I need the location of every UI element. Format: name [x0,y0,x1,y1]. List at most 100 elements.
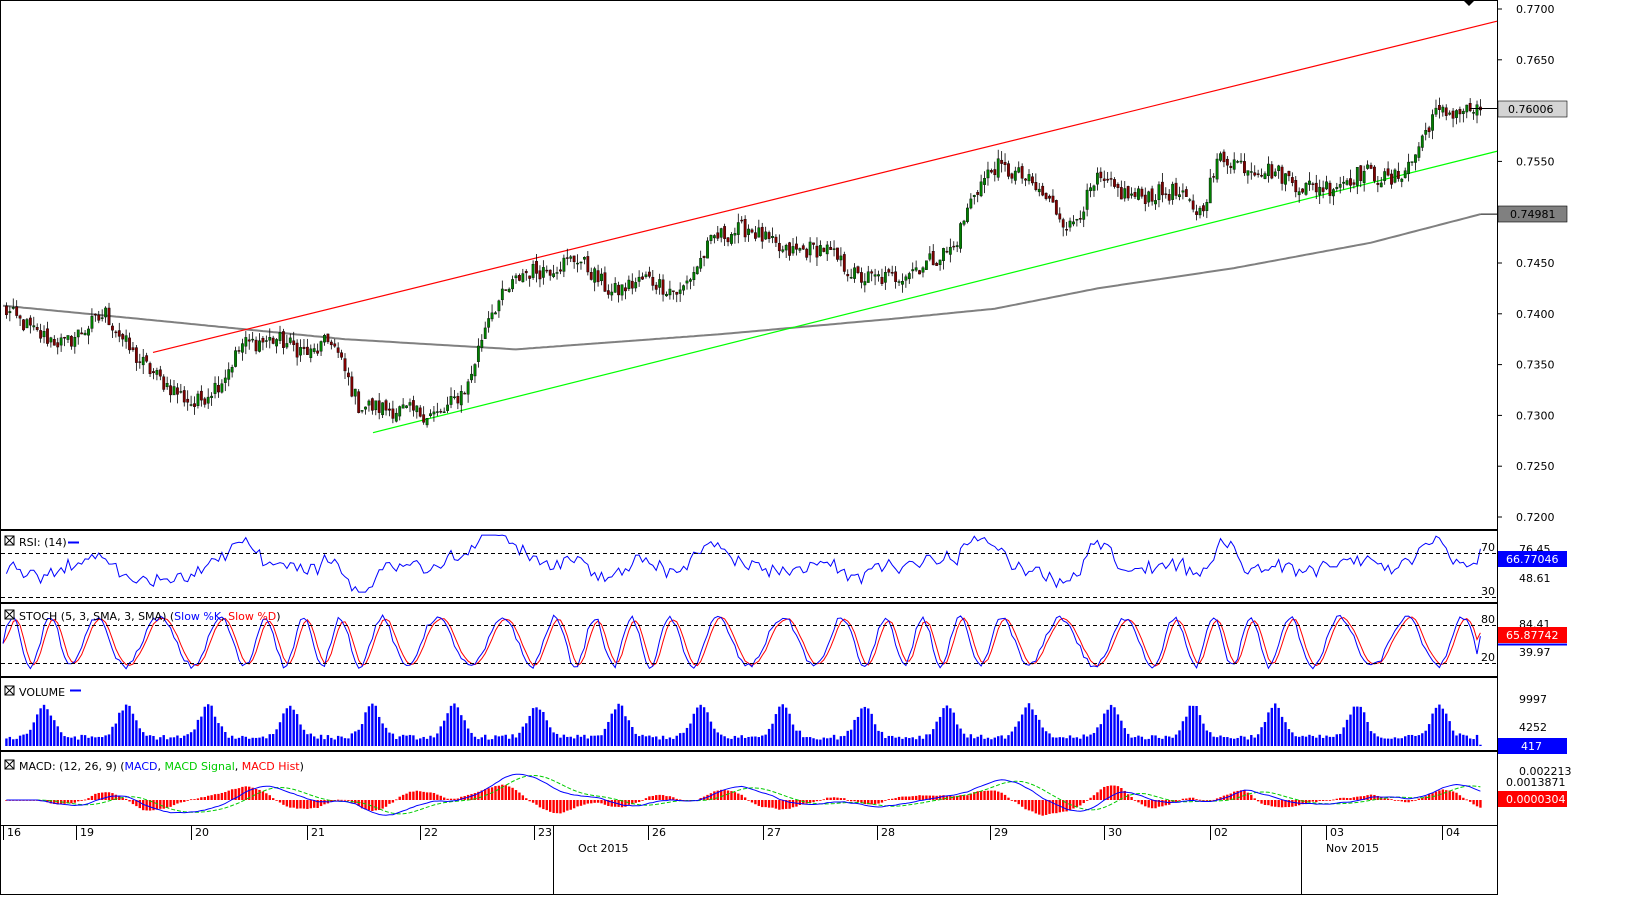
macd-hist-bar [425,792,429,800]
volume-bar [15,738,18,746]
macd-hist-bar [1270,800,1274,807]
candle-down [97,314,101,321]
macd-hist-bar [1144,800,1147,807]
macd-hist-bar [877,800,880,804]
volume-bar [251,737,254,746]
candle-down [93,313,97,316]
candle-down [107,307,111,326]
candle-up [576,262,579,265]
candle-up [521,273,525,283]
volume-bar [265,738,268,746]
candle-up [1366,164,1369,169]
candle-up [692,272,696,281]
macd-hist-bar [726,790,730,800]
macd-hist-bar [747,800,750,801]
macd-hist-bar [552,800,555,813]
candle-down [815,245,819,258]
volume-bar [1075,737,1079,746]
stoch-level-label-80: 80 [1481,613,1495,626]
macd-hist-bar [723,789,726,800]
candle-down [716,232,720,239]
macd-hist-bar [442,797,446,800]
volume-bar [832,734,836,746]
volume-bar [1472,739,1475,746]
candle-down [292,340,296,346]
macd-hist-bar [1475,800,1479,807]
candle-up [979,181,983,197]
macd-hist-bar [100,792,104,800]
candle-down [1116,183,1120,188]
volume-bar [1427,724,1431,746]
macd-hist-bar [829,797,832,800]
volume-bar [453,703,456,746]
volume-bar [1003,738,1007,746]
macd-hist-bar [220,792,224,800]
macd-hist-bar [757,800,761,806]
volume-bar [381,723,384,746]
candle-down [1311,183,1315,185]
volume-bar [538,709,542,746]
candle-up [442,411,446,414]
macd-hist-bar [374,800,377,811]
candle-down [295,342,299,358]
macd-hist-bar [908,796,911,800]
volume-bar [908,738,911,746]
macd-hist-bar [771,800,774,808]
macd-hist-bar [1079,800,1082,806]
candle-up [360,410,364,412]
candle-down [282,331,285,348]
candle-down [128,337,131,351]
candle-down [333,343,337,347]
volume-bar [336,735,340,746]
macd-hist-bar [983,790,986,800]
macd-hist-bar [285,800,289,807]
macd-hist-bar [107,792,111,800]
time-axis: 16 19 20 21 22 23 26 27 28 29 30 02 03 04 Oct 2015 Nov … [3,826,1460,895]
volume-bar [678,733,682,746]
candle-down [822,247,826,252]
macd-hist-bar [282,800,285,805]
volume-bar [1205,730,1209,746]
macd-hist-bar [237,788,241,800]
candle-up [1461,110,1465,114]
channel-upper-line [152,20,1498,353]
macd-hist-bar [1051,800,1055,814]
chart-menu-marker[interactable] [1463,0,1475,6]
volume-bar [648,735,651,746]
volume-bar [897,736,901,746]
macd-hist-bar [1123,790,1126,800]
volume-bar [326,735,330,746]
volume-bar [292,709,295,746]
macd-hist-bar [962,794,966,800]
rsi-close-icon[interactable] [4,535,15,546]
macd-hist-bar [521,795,525,800]
volume-bar [685,727,689,746]
macd-hist-bar [634,800,637,803]
macd-hist-bar [535,800,538,805]
candle-up [473,364,477,377]
macd-hist-bar [1267,800,1270,806]
macd-hist-bar [401,794,405,800]
macd-hist-bar [716,790,719,800]
candle-up [883,272,887,283]
candle-up [1338,184,1342,188]
candle-down [80,332,84,335]
stoch-close-icon[interactable] [4,609,15,620]
macd-hist-bar [1212,799,1215,801]
macd-hist-bar [743,797,747,800]
volume-close-icon[interactable] [4,685,15,696]
volume-bar [668,737,672,746]
volume-bar [1376,736,1380,746]
volume-bar [1164,735,1167,746]
macd-hist-bar [1386,798,1390,800]
volume-bar [1178,730,1181,746]
volume-bar [942,708,945,746]
candle-up [459,391,463,406]
macd-hist-bar [1099,789,1103,800]
candle-down [1119,187,1123,200]
volume-bar [1123,728,1126,746]
candle-up [367,400,371,406]
macd-close-icon[interactable] [4,759,15,770]
